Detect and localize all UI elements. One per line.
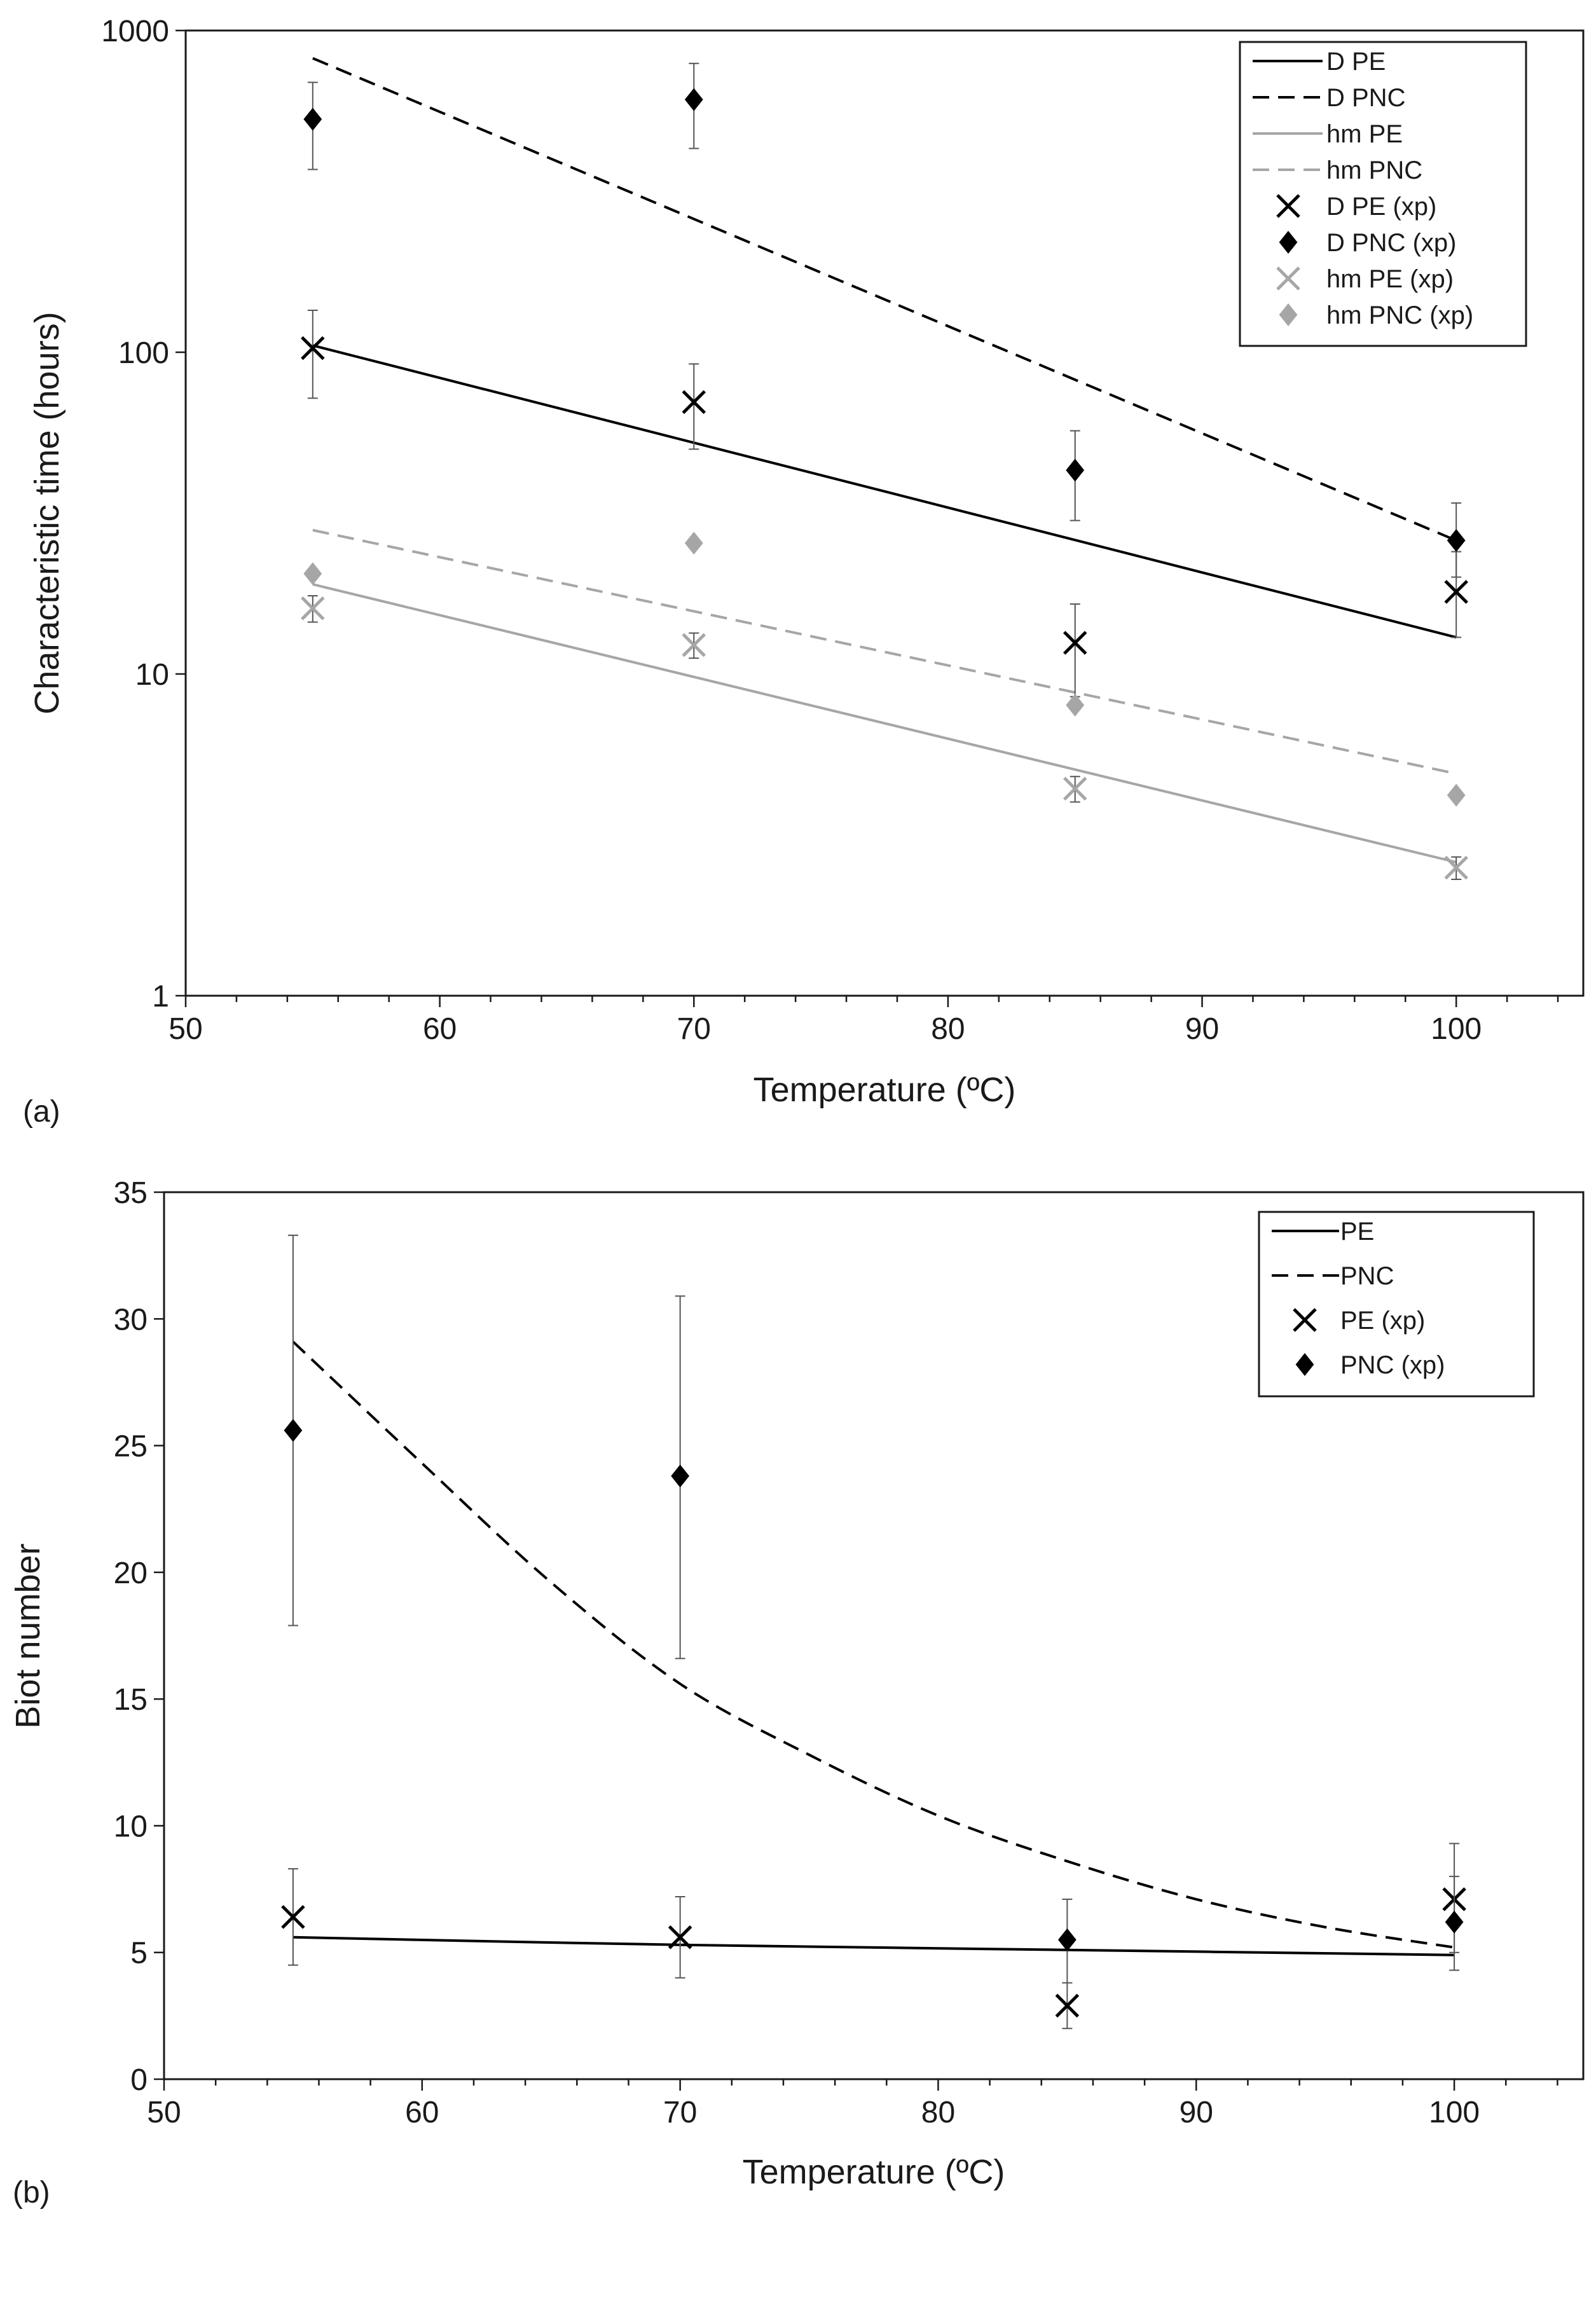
legend-label: D PNC	[1326, 84, 1405, 112]
x-tick-label: 50	[147, 2096, 181, 2129]
y-tick-label: 25	[114, 1430, 148, 1464]
data-point-d-pnc-xp	[1066, 458, 1085, 482]
y-tick-label: 1	[152, 980, 169, 1014]
y-axis-label-a: Characteristic time (hours)	[28, 312, 66, 714]
x-axis-a: 50 60 70 80 90 100	[169, 996, 1559, 1046]
data-point-d-pnc-xp	[1447, 529, 1466, 553]
panel-label-b: (b)	[13, 2176, 50, 2210]
legend-label: D PE (xp)	[1326, 193, 1436, 221]
series-line-hm-pnc	[312, 528, 1457, 775]
data-point-pnc-xp	[284, 1419, 303, 1442]
data-point-hm-pnc-xp	[684, 532, 703, 555]
data-point-pnc-xp	[671, 1464, 690, 1488]
series-line-pnc	[292, 1340, 1455, 1949]
legend-swatch	[1293, 1308, 1317, 1332]
x-tick-label: 70	[663, 2096, 697, 2129]
y-tick-label: 35	[114, 1176, 148, 1210]
x-tick-label: 50	[169, 1012, 202, 1046]
x-axis-label-a: Temperature (ºC)	[753, 1071, 1016, 1109]
y-tick-label: 15	[114, 1683, 148, 1717]
y-tick-label: 0	[130, 2063, 148, 2097]
data-point-hm-pnc-xp	[1447, 783, 1466, 807]
data-point-pe-xp	[1055, 1993, 1080, 2018]
legend-a: D PE D PNC hm PE hm PNC D PE (xp) D PNC (xp) h…	[1239, 41, 1527, 347]
series-line-d-pnc	[312, 57, 1457, 542]
data-point-pe-xp	[668, 1925, 692, 1949]
legend-label: hm PNC	[1326, 156, 1422, 184]
data-point-hm-pnc-xp	[303, 562, 322, 586]
x-tick-label: 100	[1429, 2096, 1480, 2129]
x-axis-b: 50 60 70 80 90 100	[147, 2079, 1558, 2129]
y-tick-label: 10	[114, 1810, 148, 1843]
data-point-hm-pe-xp	[301, 596, 325, 621]
legend-label: D PNC (xp)	[1326, 229, 1456, 257]
data-point-pe-xp	[281, 1905, 305, 1929]
series-line-hm-pe	[312, 583, 1457, 863]
y-tick-label: 30	[114, 1303, 148, 1337]
x-tick-label: 80	[921, 2096, 955, 2129]
x-tick-label: 60	[405, 2096, 439, 2129]
y-axis-a: 1 10 100 1000	[101, 15, 186, 1014]
panel-b: 50 60 70 80 90 100 0 5 10 15 20 25 30 35 Temperature…	[9, 1176, 1585, 2210]
y-tick-label: 5	[130, 1937, 148, 1970]
x-tick-label: 80	[931, 1012, 965, 1046]
x-axis-label-b: Temperature (ºC)	[743, 2153, 1005, 2191]
legend-swatch	[1279, 231, 1298, 254]
y-tick-label: 10	[135, 658, 169, 692]
data-point-d-pe-xp	[682, 390, 706, 415]
series-line-pe	[292, 1935, 1455, 1956]
x-tick-label: 90	[1185, 1012, 1219, 1046]
series-markers-b	[281, 1234, 1466, 2030]
data-point-pnc-xp	[1057, 1928, 1077, 1951]
data-point-d-pe-xp	[1444, 580, 1468, 604]
y-axis-b: 0 5 10 15 20 25 30 35	[114, 1176, 164, 2097]
x-tick-label: 100	[1431, 1012, 1482, 1046]
data-point-d-pnc-xp	[303, 107, 322, 131]
legend-swatch	[1279, 303, 1298, 326]
legend-swatch	[1295, 1353, 1314, 1376]
data-point-d-pnc-xp	[684, 88, 703, 111]
data-point-hm-pe-xp	[1444, 855, 1468, 880]
legend-label: PE	[1340, 1218, 1374, 1246]
series-lines-a	[312, 57, 1457, 863]
series-line-d-pe	[312, 344, 1457, 639]
legend-label: D PE	[1326, 48, 1386, 76]
legend-label: PNC	[1340, 1262, 1394, 1290]
y-tick-label: 20	[114, 1557, 148, 1590]
data-point-pnc-xp	[1445, 1910, 1464, 1934]
x-tick-label: 60	[423, 1012, 457, 1046]
data-point-hm-pe-xp	[682, 633, 706, 657]
series-markers-a	[301, 62, 1468, 880]
legend-label: hm PE	[1326, 120, 1403, 148]
legend-swatch	[1276, 194, 1300, 218]
legend-frame-a	[1239, 41, 1527, 347]
data-point-d-pe-xp	[301, 336, 325, 361]
legend-label: PE (xp)	[1340, 1307, 1425, 1335]
x-tick-label: 70	[677, 1012, 711, 1046]
series-lines-b	[292, 1340, 1455, 1956]
legend-swatch	[1276, 266, 1300, 291]
y-tick-label: 1000	[101, 15, 169, 48]
x-tick-label: 90	[1180, 2096, 1213, 2129]
data-point-d-pe-xp	[1063, 631, 1087, 655]
legend-label: hm PNC (xp)	[1326, 301, 1473, 329]
y-tick-label: 100	[118, 336, 169, 370]
data-point-hm-pnc-xp	[1066, 694, 1085, 717]
panel-label-a: (a)	[23, 1095, 60, 1129]
legend-b: PE PNC PE (xp) PNC (xp)	[1258, 1211, 1535, 1398]
plot-frame-a	[184, 29, 1585, 997]
legend-label: PNC (xp)	[1340, 1351, 1445, 1379]
legend-label: hm PE (xp)	[1326, 265, 1454, 293]
data-point-hm-pe-xp	[1063, 776, 1087, 801]
plot-frame-b	[163, 1191, 1585, 2080]
y-axis-label-b: Biot number	[9, 1543, 47, 1728]
